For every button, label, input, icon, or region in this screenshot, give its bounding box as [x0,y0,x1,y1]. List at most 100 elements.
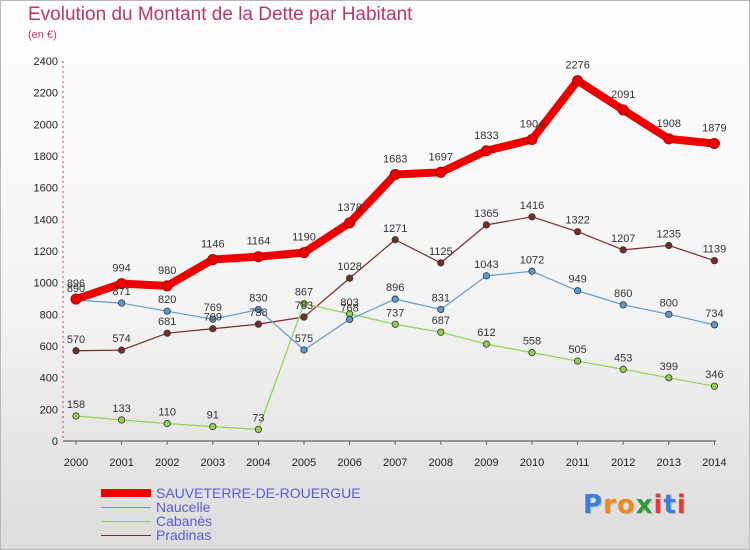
data-label-pradinas: 783 [295,300,313,312]
data-label-pradinas: 1028 [337,261,361,273]
data-point-caban-s [254,425,262,434]
data-label-pradinas: 1139 [703,244,727,256]
x-tick-label: 2008 [429,457,453,469]
y-tick-label: 800 [40,309,58,321]
data-point-pradinas [209,325,217,333]
data-label-caban-s: 558 [523,336,541,348]
data-label-pradinas: 1416 [520,200,544,212]
data-point-sauveterre-de-rouergue [116,278,128,290]
data-label-naucelle: 769 [204,302,222,314]
data-label-caban-s: 158 [67,399,85,411]
data-point-sauveterre-de-rouergue [207,254,219,266]
data-label-naucelle: 768 [340,302,358,314]
data-point-caban-s [437,328,445,336]
legend-label-naucelle: Naucelle [156,499,211,515]
data-label-naucelle: 1072 [520,254,544,266]
data-point-naucelle [665,310,673,318]
data-point-sauveterre-de-rouergue [708,137,720,149]
series-line-caban-s [303,303,716,387]
data-point-naucelle [254,305,262,314]
data-label-naucelle: 896 [386,282,404,294]
data-label-naucelle: 1043 [474,259,498,271]
y-tick-label: 200 [40,404,58,416]
data-label-sauveterre-de-rouergue: 980 [158,265,176,277]
data-label-sauveterre-de-rouergue: 1190 [292,232,316,244]
data-point-caban-s [619,365,627,373]
chart-subtitle: (en €) [28,29,57,41]
data-point-pradinas [254,320,262,328]
data-point-naucelle [710,321,719,329]
y-tick-label: 1200 [34,246,58,258]
data-point-sauveterre-de-rouergue [344,217,356,229]
data-label-caban-s: 505 [568,344,586,356]
legend-label-cabanes: Cabanès [156,513,213,529]
data-point-sauveterre-de-rouergue [617,104,629,116]
data-label-sauveterre-de-rouergue: 1879 [702,122,726,134]
data-label-sauveterre-de-rouergue: 994 [112,263,130,275]
data-point-sauveterre-de-rouergue [70,293,82,305]
data-point-naucelle [118,299,126,307]
data-point-naucelle [345,315,354,323]
data-point-pradinas [573,228,582,236]
data-point-pradinas [665,241,673,250]
data-point-pradinas [72,347,80,355]
y-tick-label: 1400 [34,214,58,226]
data-label-sauveterre-de-rouergue: 1833 [474,130,498,142]
data-label-pradinas: 574 [112,333,130,345]
chart-title: Evolution du Montant de la Dette par Hab… [28,4,413,25]
data-label-sauveterre-de-rouergue: 1683 [383,154,407,166]
legend-label-pradinas: Pradinas [156,527,212,543]
data-label-caban-s: 612 [477,327,495,339]
data-label-pradinas: 1322 [565,215,589,227]
data-label-naucelle: 831 [432,292,450,304]
proxiti-logo: Proxiti [583,490,687,520]
x-tick-label: 2014 [702,457,726,469]
data-label-caban-s: 803 [340,297,358,309]
data-point-caban-s [573,357,582,365]
y-tick-label: 1000 [34,278,58,290]
data-point-sauveterre-de-rouergue [252,251,264,263]
data-label-naucelle: 830 [249,293,267,305]
data-label-sauveterre-de-rouergue: 2276 [565,60,589,72]
data-point-naucelle [163,307,171,315]
data-point-pradinas [118,346,126,354]
x-tick-label: 2001 [109,457,133,469]
data-point-naucelle [209,315,217,323]
data-label-caban-s: 110 [158,407,176,419]
data-label-caban-s: 687 [432,315,450,327]
x-tick-label: 2010 [520,457,544,469]
x-tick-label: 2009 [474,457,498,469]
data-label-caban-s: 399 [660,361,678,373]
data-label-pradinas: 738 [249,307,267,319]
x-tick-label: 2000 [64,457,88,469]
data-label-pradinas: 709 [204,312,222,324]
y-tick-label: 600 [40,341,58,353]
data-point-pradinas [528,213,536,221]
x-tick-label: 2012 [611,457,635,469]
data-point-pradinas [710,257,719,265]
data-label-sauveterre-de-rouergue: 1697 [429,151,453,163]
data-point-sauveterre-de-rouergue [161,280,173,292]
legend-swatch-pradinas [101,535,151,536]
x-tick-label: 2011 [566,457,590,469]
data-label-sauveterre-de-rouergue: 896 [67,278,85,290]
data-point-pradinas [437,259,445,267]
data-point-caban-s [665,374,673,382]
data-point-naucelle [300,346,308,354]
y-tick-label: 0 [52,436,58,448]
data-label-pradinas: 681 [158,316,176,328]
data-point-caban-s [163,419,171,428]
legend-swatch-cabanes [101,521,151,522]
data-point-naucelle [437,305,445,314]
legend-swatch-naucelle [101,507,151,508]
data-label-caban-s: 737 [386,307,404,319]
data-label-sauveterre-de-rouergue: 1146 [201,239,225,251]
data-label-naucelle: 860 [614,288,632,300]
x-tick-label: 2005 [292,457,316,469]
data-point-caban-s [72,412,80,420]
legend-swatch-sauveterre [101,489,151,497]
y-tick-label: 1600 [34,183,58,195]
data-point-caban-s [300,300,308,308]
